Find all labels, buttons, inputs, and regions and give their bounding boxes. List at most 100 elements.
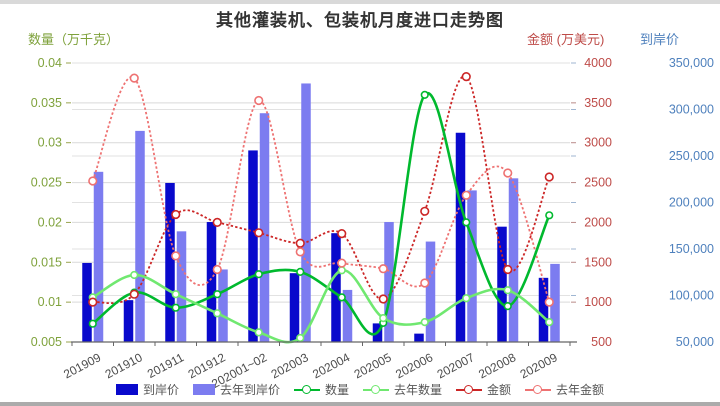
line-quantity-marker — [462, 218, 471, 227]
bar-cif-price — [165, 182, 175, 342]
bar-last-year-cif-price — [176, 231, 187, 342]
bar-cif-price — [538, 277, 549, 342]
legend-item-去年金额: 去年金额 — [525, 381, 604, 398]
quantity-axis-title: 数量（万千克） — [28, 32, 120, 47]
line-amount-marker — [503, 264, 513, 275]
legend-label: 去年数量 — [394, 383, 443, 397]
line-last-year-quantity-marker — [462, 294, 471, 303]
x-category-label: 202005 — [352, 350, 394, 381]
bar-last-year-cif-price — [467, 190, 477, 342]
price-tick-label: 300,000 — [669, 103, 714, 117]
quantity-tick-label: 0.005 — [31, 335, 62, 349]
chart-legend: 到岸价 去年到岸价 数量 去年数量 金额 去年金额 — [0, 381, 720, 398]
line-amount — [92, 75, 551, 305]
line-last-year-amount-marker — [254, 95, 264, 106]
bar-last-year-cif-price — [259, 113, 270, 342]
quantity-tick-label: 0.01 — [38, 295, 62, 309]
window-top-strip — [0, 0, 720, 4]
legend-label: 金额 — [487, 383, 512, 397]
legend-label: 去年金额 — [556, 383, 605, 397]
amount-tick-label: 1000 — [584, 295, 612, 309]
legend-item-数量: 数量 — [293, 381, 349, 398]
line-last-year-amount-marker — [212, 264, 222, 275]
price-tick-label: 50,000 — [676, 335, 714, 349]
bar-last-year-cif-price — [218, 269, 228, 342]
bar-cif-price — [123, 300, 134, 342]
legend-item-去年到岸价: 去年到岸价 — [192, 381, 280, 398]
bar-cif-price — [497, 226, 507, 342]
price-tick-label: 150,000 — [669, 242, 714, 256]
x-category-label: 201911 — [145, 350, 186, 381]
quantity-tick-label: 0.035 — [31, 96, 62, 110]
amount-tick-label: 3000 — [584, 136, 612, 150]
line-last-year-quantity-marker — [337, 266, 346, 275]
quantity-tick-label: 0.04 — [38, 56, 62, 70]
x-category-label: 202003 — [269, 350, 311, 381]
x-category-label: 202008 — [476, 350, 518, 381]
line-amount-marker — [295, 238, 305, 248]
quantity-tick-label: 0.03 — [38, 136, 62, 150]
x-category-label: 202006 — [393, 350, 435, 381]
line-quantity-marker — [171, 303, 180, 312]
x-category-label: 201910 — [103, 350, 145, 381]
bar-cif-price — [289, 273, 300, 342]
line-last-year-amount — [91, 76, 551, 303]
line-last-year-amount-marker — [171, 251, 181, 261]
bar-last-year-cif-price — [550, 263, 560, 342]
quantity-tick-label: 0.025 — [31, 176, 62, 190]
bar-cif-price — [206, 222, 217, 342]
x-category-label: 201909 — [61, 350, 103, 381]
legend-label: 去年到岸价 — [219, 383, 280, 397]
amount-tick-label: 4000 — [584, 56, 612, 70]
legend-item-金额: 金额 — [456, 381, 511, 398]
bar-cif-price — [331, 233, 341, 342]
line-last-year-quantity-marker — [420, 318, 429, 327]
legend-bar-swatch — [192, 384, 215, 395]
legend-line-swatch — [456, 384, 483, 396]
line-last-year-amount-marker — [295, 247, 305, 257]
line-quantity-marker — [420, 90, 429, 99]
amount-axis-title: 金额 (万美元) — [527, 32, 605, 47]
line-quantity-marker — [545, 211, 554, 220]
amount-tick-label: 2000 — [584, 215, 612, 229]
bar-last-year-cif-price — [425, 241, 436, 342]
line-last-year-quantity-marker — [130, 270, 139, 280]
line-quantity-marker — [213, 290, 222, 299]
legend-label: 数量 — [324, 383, 349, 397]
price-axis-title: 到岸价 — [640, 32, 680, 47]
x-category-label: 202004 — [310, 350, 352, 381]
bar-last-year-cif-price — [384, 222, 394, 342]
line-amount-marker — [88, 297, 98, 307]
legend-line-swatch — [363, 384, 389, 396]
line-last-year-quantity-marker — [503, 286, 512, 295]
line-last-year-amount-marker — [544, 297, 554, 307]
x-category-label: 202007 — [435, 350, 477, 381]
bar-last-year-cif-price — [508, 178, 519, 342]
price-tick-label: 100,000 — [669, 289, 714, 303]
line-amount-marker — [254, 228, 264, 238]
price-tick-label: 200,000 — [669, 196, 714, 210]
bar-last-year-cif-price — [342, 289, 353, 342]
line-quantity-marker — [88, 319, 97, 328]
line-last-year-amount-marker — [503, 168, 513, 178]
legend-label: 到岸价 — [142, 383, 179, 397]
bar-cif-price — [82, 262, 92, 342]
line-last-year-quantity-marker — [296, 333, 305, 343]
price-tick-label: 250,000 — [669, 149, 714, 163]
legend-line-swatch — [293, 384, 320, 396]
line-last-year-quantity-marker — [213, 309, 222, 318]
bar-cif-price — [248, 150, 258, 342]
page-title: 其他灌装机、包装机月度进口走势图 — [216, 11, 504, 30]
line-last-year-quantity-marker — [171, 290, 180, 299]
line-last-year-quantity-marker — [379, 314, 388, 323]
price-tick-label: 350,000 — [669, 56, 714, 70]
bar-last-year-cif-price — [135, 130, 145, 342]
line-last-year-amount-marker — [461, 190, 471, 200]
line-last-year-amount-marker — [129, 73, 139, 83]
amount-tick-label: 2500 — [584, 176, 612, 190]
line-amount-marker — [212, 217, 222, 227]
amount-tick-label: 3500 — [584, 96, 612, 110]
line-last-year-amount-marker — [337, 258, 347, 268]
line-quantity-marker — [254, 270, 263, 279]
